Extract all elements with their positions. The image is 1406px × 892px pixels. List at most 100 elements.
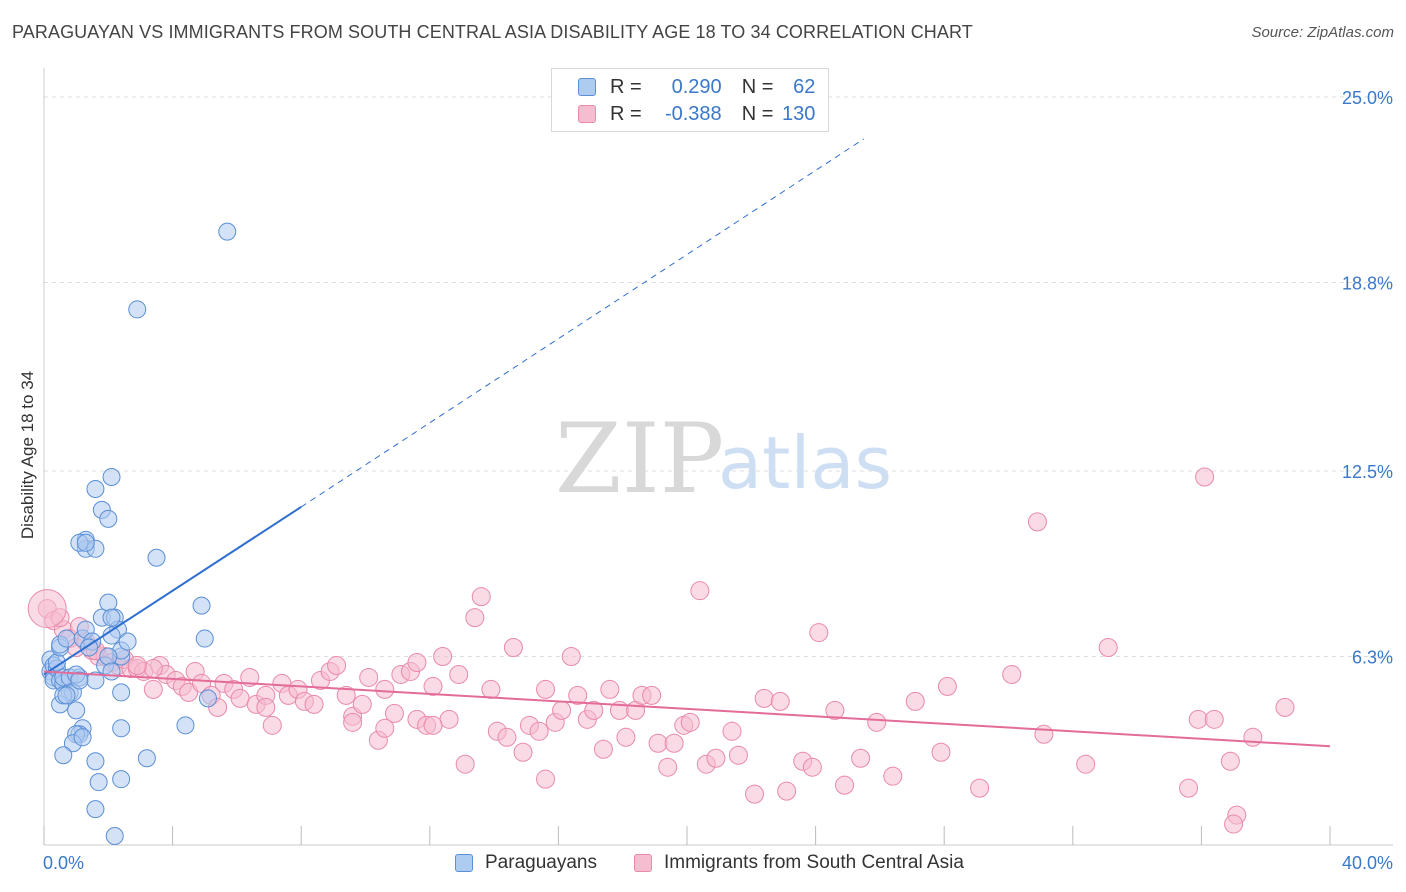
data-point xyxy=(86,479,105,498)
watermark-zip: ZIP xyxy=(555,403,724,515)
data-point xyxy=(112,683,131,702)
data-point xyxy=(137,749,156,768)
data-point xyxy=(809,623,829,643)
data-point xyxy=(1076,754,1096,774)
blue-series-points xyxy=(41,222,237,846)
legend-n-value: 130 xyxy=(782,102,816,125)
data-point xyxy=(851,748,871,768)
data-point xyxy=(359,667,379,687)
legend-r-label: R = xyxy=(610,102,642,125)
data-point xyxy=(112,770,131,789)
data-point xyxy=(105,827,124,846)
data-point xyxy=(728,745,748,765)
data-point xyxy=(513,742,533,762)
pink-swatch-icon xyxy=(634,854,652,872)
data-point xyxy=(86,752,105,771)
source-credit: Source: ZipAtlas.com xyxy=(1251,24,1394,41)
blue-swatch-icon xyxy=(578,78,596,96)
data-point xyxy=(722,721,742,741)
data-point xyxy=(176,716,195,735)
data-point xyxy=(593,739,613,759)
x-tick-label-max: 40.0% xyxy=(1342,853,1393,873)
data-point xyxy=(70,671,89,690)
legend-r-label: R = xyxy=(610,75,642,98)
y-tick-label: 25.0% xyxy=(1342,88,1393,108)
data-point xyxy=(642,685,662,705)
data-point xyxy=(256,697,276,717)
data-point xyxy=(128,300,147,319)
data-point xyxy=(304,694,324,714)
data-point xyxy=(754,688,774,708)
data-point xyxy=(327,655,347,675)
chart-title: PARAGUAYAN VS IMMIGRANTS FROM SOUTH CENT… xyxy=(12,22,973,42)
data-point xyxy=(883,766,903,786)
data-point xyxy=(57,629,76,648)
data-point xyxy=(449,664,469,684)
data-point xyxy=(99,509,118,528)
data-point xyxy=(1224,814,1244,834)
data-point xyxy=(802,757,822,777)
data-point xyxy=(54,746,73,765)
data-point xyxy=(375,718,395,738)
legend-item-label: Immigrants from South Central Asia xyxy=(664,852,964,873)
data-point xyxy=(195,629,214,648)
pink-swatch-icon xyxy=(578,105,596,123)
data-point xyxy=(240,667,260,687)
data-point xyxy=(384,703,404,723)
legend-n-label: N = xyxy=(741,102,774,125)
data-point xyxy=(423,715,443,735)
grid-lines xyxy=(44,96,1393,658)
data-point xyxy=(1098,638,1118,658)
data-point xyxy=(706,748,726,768)
legend-r-value: -0.388 xyxy=(664,102,722,125)
trend-lines xyxy=(43,138,1331,748)
data-point xyxy=(616,727,636,747)
data-point xyxy=(118,632,137,651)
watermark-atlas: atlas xyxy=(718,421,892,505)
data-point xyxy=(1243,727,1263,747)
data-point xyxy=(143,679,163,699)
series-legend: Paraguayans Immigrants from South Centra… xyxy=(0,852,1406,878)
y-axis-label: Disability Age 18 to 34 xyxy=(18,371,37,539)
data-point-large xyxy=(27,589,67,629)
data-point xyxy=(503,638,523,658)
legend-n-value: 62 xyxy=(793,75,816,98)
data-point xyxy=(777,781,797,801)
data-point xyxy=(262,715,282,735)
pink-series-points xyxy=(27,467,1295,834)
data-point xyxy=(529,721,549,741)
data-point xyxy=(407,652,427,672)
data-point xyxy=(89,773,108,792)
legend-row-immigrants: R = -0.388 N = 130 xyxy=(552,101,815,127)
data-point xyxy=(218,222,237,241)
legend-item-immigrants[interactable]: Immigrants from South Central Asia xyxy=(634,852,964,874)
data-point xyxy=(433,647,453,667)
data-point xyxy=(568,685,588,705)
data-point xyxy=(584,700,604,720)
legend-item-paraguayans[interactable]: Paraguayans xyxy=(455,852,597,874)
data-point xyxy=(439,709,459,729)
data-point xyxy=(835,775,855,795)
data-point xyxy=(375,679,395,699)
data-point xyxy=(497,727,517,747)
data-point xyxy=(112,719,131,738)
y-tick-labels: 6.3% 12.5% 18.8% 25.0% xyxy=(1342,88,1393,668)
data-point xyxy=(1275,697,1295,717)
data-point xyxy=(931,742,951,762)
data-point xyxy=(1027,512,1047,532)
data-point xyxy=(352,694,372,714)
data-point xyxy=(680,712,700,732)
data-point xyxy=(867,712,887,732)
data-point xyxy=(192,596,211,615)
data-point xyxy=(745,784,765,804)
y-tick-label: 18.8% xyxy=(1342,274,1393,294)
data-point xyxy=(658,757,678,777)
data-point xyxy=(86,800,105,819)
data-point xyxy=(552,700,572,720)
data-point xyxy=(102,662,121,681)
blue-swatch-icon xyxy=(455,854,473,872)
data-point xyxy=(536,769,556,789)
data-point xyxy=(102,467,121,486)
data-point xyxy=(127,655,147,675)
data-point xyxy=(1195,467,1215,487)
